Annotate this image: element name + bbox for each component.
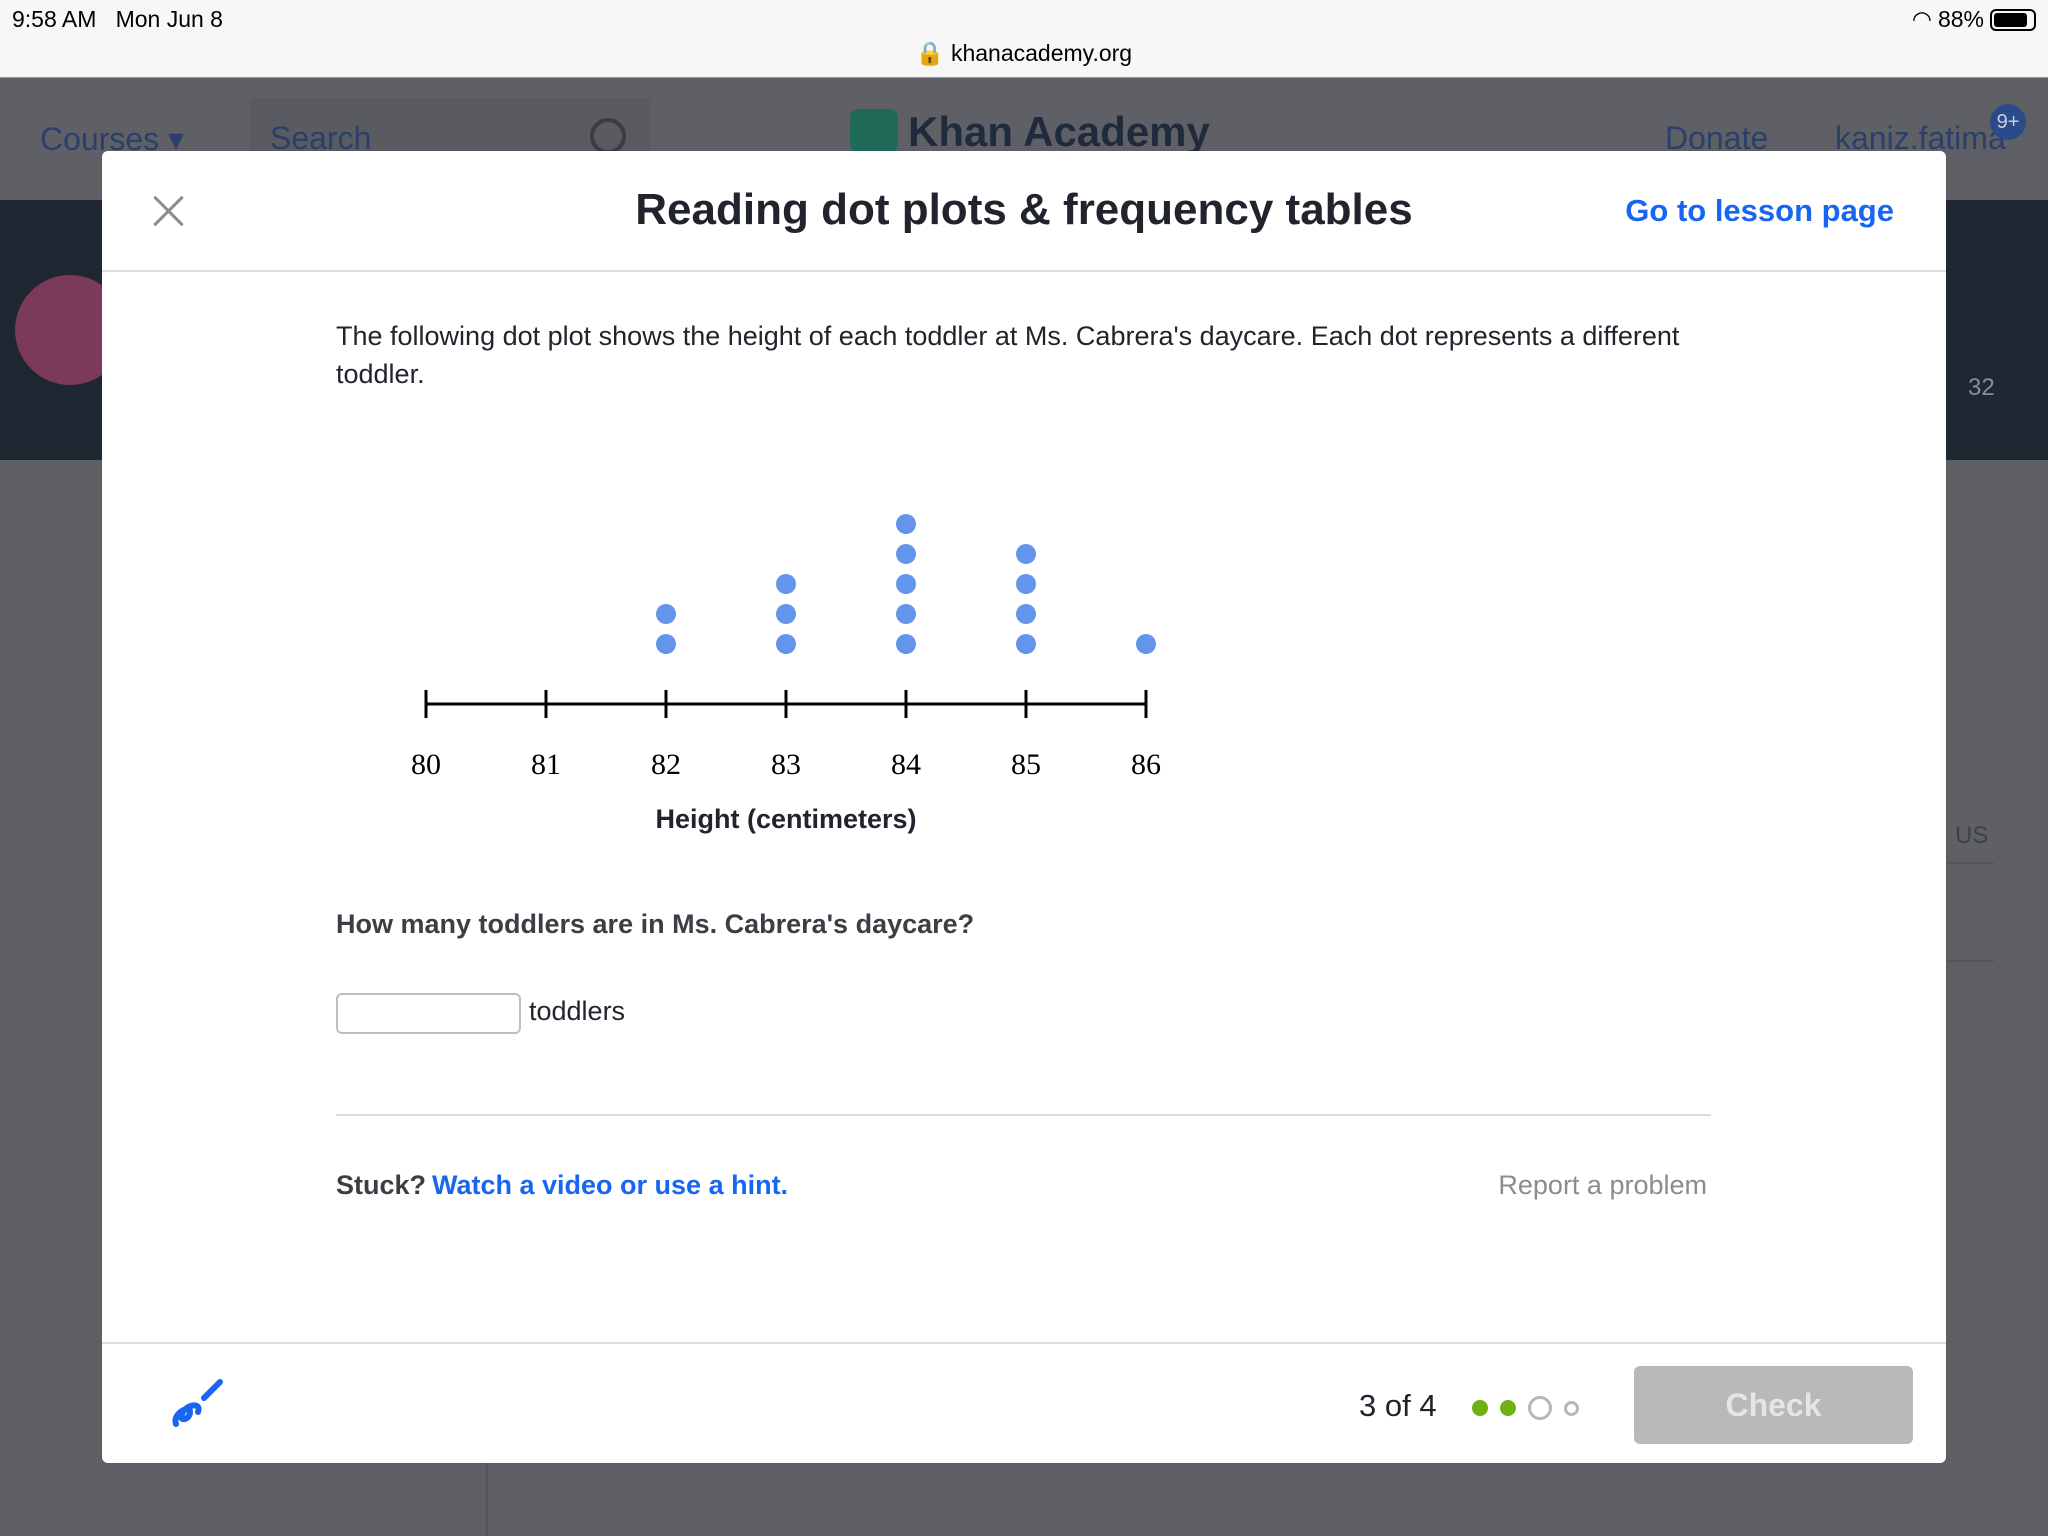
scratchpad-icon[interactable] bbox=[168, 1374, 228, 1434]
data-dot bbox=[1136, 634, 1156, 654]
x-axis-label: Height (centimeters) bbox=[655, 804, 916, 834]
progress-dots bbox=[1472, 1396, 1579, 1420]
wifi-icon: ◠ bbox=[1911, 6, 1932, 32]
tick-label: 82 bbox=[651, 748, 681, 781]
stuck-label: Stuck? bbox=[336, 1170, 427, 1200]
divider bbox=[336, 1114, 1711, 1116]
exercise-modal: Reading dot plots & frequency tables Go … bbox=[102, 151, 1946, 1463]
tick-label: 85 bbox=[1011, 748, 1041, 781]
data-dot bbox=[896, 514, 916, 534]
divider bbox=[1946, 862, 1994, 864]
data-dot bbox=[1016, 604, 1036, 624]
progress-text: 3 of 4 bbox=[1359, 1388, 1437, 1423]
donate-link: Donate bbox=[1665, 120, 1769, 156]
battery-icon bbox=[1990, 8, 2036, 31]
tick-label: 86 bbox=[1131, 748, 1161, 781]
question-text: How many toddlers are in Ms. Cabrera's d… bbox=[336, 909, 975, 939]
go-to-lesson-link[interactable]: Go to lesson page bbox=[1625, 193, 1894, 228]
battery-status: ◠ 88% bbox=[1912, 6, 2036, 33]
divider bbox=[486, 1463, 488, 1536]
data-dot bbox=[656, 604, 676, 624]
tick-label: 81 bbox=[531, 748, 561, 781]
problem-prompt: The following dot plot shows the height … bbox=[336, 321, 1680, 389]
data-dot bbox=[896, 574, 916, 594]
points-count: 32 bbox=[1968, 374, 1995, 401]
data-dot bbox=[896, 604, 916, 624]
search-icon bbox=[590, 118, 626, 154]
modal-footer: 3 of 4 Check bbox=[102, 1342, 1946, 1463]
data-dot bbox=[776, 634, 796, 654]
tick-label: 84 bbox=[891, 748, 921, 781]
data-dot bbox=[656, 634, 676, 654]
dot-plot: 80 81 82 83 84 85 86 Height (centimeters) bbox=[411, 514, 1161, 834]
progress-dot bbox=[1500, 1400, 1516, 1416]
address-bar[interactable]: 🔒 khanacademy.org bbox=[915, 40, 1133, 66]
check-button[interactable]: Check bbox=[1634, 1366, 1913, 1444]
data-dot bbox=[776, 574, 796, 594]
answer-unit: toddlers bbox=[529, 996, 626, 1026]
divider bbox=[1946, 960, 1994, 962]
status-column-header: US bbox=[1955, 822, 1989, 849]
data-dot bbox=[1016, 544, 1036, 564]
answer-input[interactable] bbox=[336, 993, 521, 1034]
progress-dot bbox=[1564, 1400, 1579, 1416]
khan-logo: Khan Academy bbox=[850, 108, 1210, 161]
data-dot bbox=[1016, 574, 1036, 594]
hint-link[interactable]: Watch a video or use a hint. bbox=[432, 1170, 789, 1200]
report-problem-link[interactable]: Report a problem bbox=[1498, 1170, 1707, 1200]
modal-title: Reading dot plots & frequency tables bbox=[635, 185, 1413, 234]
notification-badge: 9+ bbox=[1990, 104, 2026, 140]
progress-dot bbox=[1472, 1400, 1488, 1416]
data-dot bbox=[896, 544, 916, 564]
modal-header: Reading dot plots & frequency tables Go … bbox=[102, 151, 1946, 272]
data-dot bbox=[1016, 634, 1036, 654]
user-menu: kaniz.fatima bbox=[1835, 120, 2006, 156]
data-dot bbox=[776, 604, 796, 624]
progress-dot bbox=[1528, 1396, 1552, 1420]
tick-label: 83 bbox=[771, 748, 801, 781]
ios-status-bar: 9:58 AM Mon Jun 8 🔒 khanacademy.org ◠ 88% bbox=[0, 0, 2048, 78]
tick-label: 80 bbox=[411, 748, 441, 781]
data-dot bbox=[896, 634, 916, 654]
status-time: 9:58 AM Mon Jun 8 bbox=[12, 6, 223, 32]
